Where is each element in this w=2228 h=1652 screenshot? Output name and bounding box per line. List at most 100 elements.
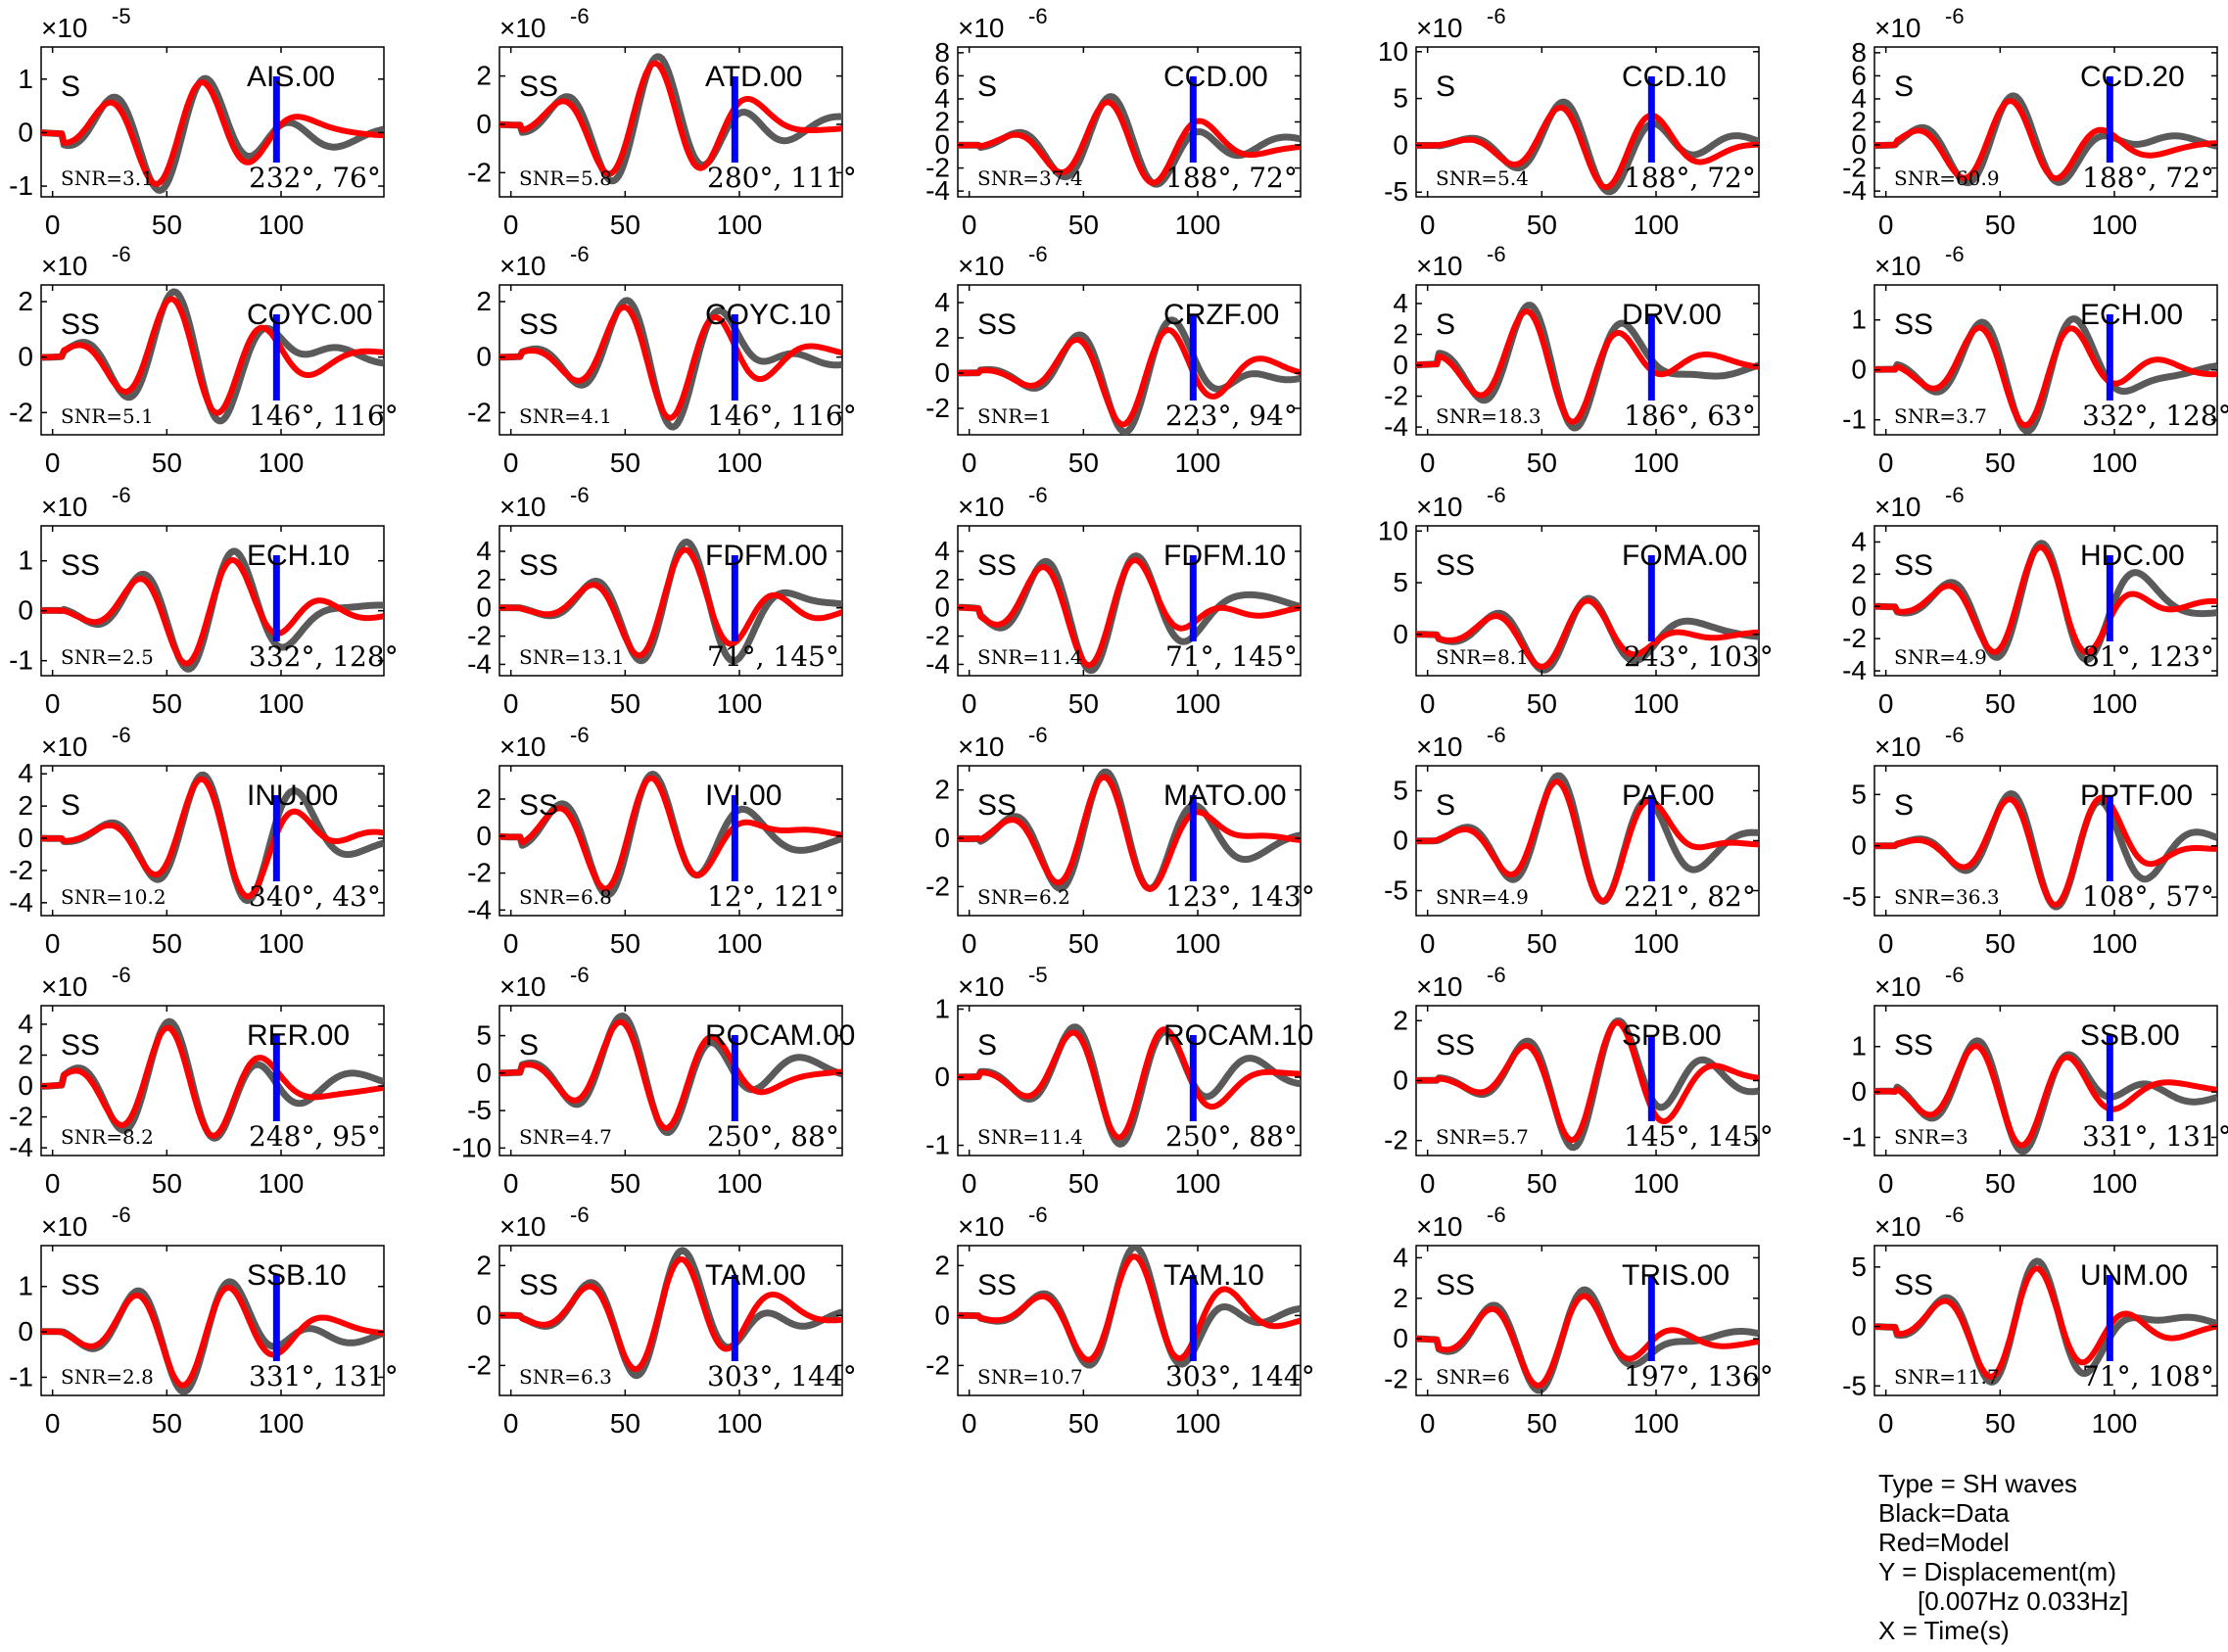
figure-legend: Type = SH waves Black=Data Red=Model Y =… bbox=[1878, 1469, 2128, 1645]
station-label: UNM.00 bbox=[2080, 1259, 2188, 1292]
y-tick-label: 5 bbox=[1851, 1251, 1867, 1282]
subplot-COYC.10: -2 0 2 0 50 100 ×10 -6 SS COYC.10 SNR=4.1 146°, 116… bbox=[467, 242, 857, 478]
y-tick-label: 2 bbox=[1393, 1283, 1408, 1313]
x-tick-label: 50 bbox=[1527, 928, 1557, 959]
y-tick-label: 4 bbox=[1851, 526, 1867, 556]
x-tick-label: 0 bbox=[1878, 1168, 1894, 1199]
y-tick-label: 0 bbox=[1393, 129, 1408, 160]
y-tick-label: 2 bbox=[476, 783, 492, 814]
model-trace bbox=[1416, 779, 1759, 904]
x-tick-label: 50 bbox=[1527, 1408, 1557, 1439]
y-tick-label: 0 bbox=[1393, 1323, 1408, 1353]
station-label: ROCAM.10 bbox=[1163, 1019, 1313, 1052]
y-tick-label: 0 bbox=[1393, 619, 1408, 649]
y-tick-label: 6 bbox=[1851, 60, 1867, 90]
y-tick-label: -2 bbox=[925, 393, 950, 423]
x-tick-label: 50 bbox=[610, 210, 640, 240]
snr-label: SNR=60.9 bbox=[1894, 166, 2000, 190]
x-tick-label: 100 bbox=[717, 688, 763, 719]
y-exponent-power: -6 bbox=[1028, 242, 1048, 266]
y-exponent-label: ×10 bbox=[958, 971, 1005, 1002]
phase-label: SS bbox=[61, 1269, 100, 1301]
y-exponent-label: ×10 bbox=[1874, 13, 1921, 43]
y-tick-label: -2 bbox=[1384, 1363, 1408, 1393]
y-exponent-label: ×10 bbox=[958, 732, 1005, 762]
x-tick-label: 100 bbox=[1175, 448, 1221, 478]
model-trace bbox=[499, 546, 842, 659]
x-tick-label: 100 bbox=[1634, 688, 1680, 719]
y-tick-label: 1 bbox=[1851, 305, 1867, 335]
y-tick-label: 2 bbox=[476, 564, 492, 594]
y-tick-label: 0 bbox=[1851, 354, 1867, 385]
y-tick-label: 2 bbox=[476, 1250, 492, 1280]
snr-label: SNR=4.7 bbox=[519, 1125, 612, 1149]
x-tick-label: 100 bbox=[259, 210, 305, 240]
station-label: COYC.10 bbox=[705, 299, 830, 331]
x-tick-label: 0 bbox=[1420, 1168, 1436, 1199]
y-tick-label: -2 bbox=[925, 871, 950, 901]
y-exponent-power: -6 bbox=[1487, 242, 1506, 266]
y-exponent-label: ×10 bbox=[958, 13, 1005, 43]
y-tick-label: 0 bbox=[18, 823, 33, 853]
y-tick-label: 0 bbox=[18, 1070, 33, 1101]
model-trace bbox=[499, 775, 842, 892]
azimuth-label: 248°, 95° bbox=[249, 1120, 381, 1153]
y-tick-label: -2 bbox=[925, 621, 950, 651]
y-exponent-power: -6 bbox=[1487, 723, 1506, 747]
x-tick-label: 0 bbox=[962, 1408, 977, 1439]
station-label: IVI.00 bbox=[705, 779, 782, 812]
station-label: FOMA.00 bbox=[1622, 540, 1747, 572]
y-tick-label: -2 bbox=[1842, 623, 1867, 653]
x-tick-label: 100 bbox=[259, 448, 305, 478]
station-label: ROCAM.00 bbox=[705, 1019, 855, 1052]
snr-label: SNR=6.3 bbox=[519, 1365, 612, 1389]
x-tick-label: 50 bbox=[1527, 1168, 1557, 1199]
x-tick-label: 50 bbox=[1527, 210, 1557, 240]
x-tick-label: 50 bbox=[152, 928, 182, 959]
phase-label: S bbox=[61, 789, 80, 822]
snr-label: SNR=13.1 bbox=[519, 645, 625, 669]
y-tick-label: 2 bbox=[1851, 107, 1867, 137]
y-tick-label: 0 bbox=[934, 357, 950, 388]
model-trace bbox=[958, 774, 1301, 892]
subplot-ECH.10: -1 0 1 0 50 100 ×10 -6 SS ECH.10 SNR=2.5 332°, 128° bbox=[9, 483, 399, 719]
snr-label: SNR=5.8 bbox=[519, 166, 612, 190]
x-tick-label: 50 bbox=[1985, 928, 2015, 959]
model-trace bbox=[1874, 1265, 2217, 1380]
y-tick-label: 2 bbox=[476, 61, 492, 91]
y-exponent-power: -6 bbox=[1945, 723, 1965, 747]
x-tick-label: 50 bbox=[1068, 688, 1099, 719]
y-exponent-label: ×10 bbox=[958, 251, 1005, 281]
model-trace bbox=[1416, 1019, 1759, 1144]
y-tick-label: 4 bbox=[934, 536, 950, 566]
subplot-AIS.00: -1 0 1 0 50 100 ×10 -5 S AIS.00 SNR=3.1 232°, 76° bbox=[9, 4, 385, 240]
y-tick-label: 2 bbox=[934, 564, 950, 594]
station-label: AIS.00 bbox=[247, 61, 335, 93]
y-exponent-label: ×10 bbox=[1416, 1211, 1463, 1242]
model-trace bbox=[958, 557, 1301, 669]
x-tick-label: 100 bbox=[717, 928, 763, 959]
station-label: CCD.10 bbox=[1622, 61, 1727, 93]
phase-label: SS bbox=[977, 308, 1017, 341]
subplot-TAM.00: -2 0 2 0 50 100 ×10 -6 SS TAM.00 SNR=6.3 303°, 144° bbox=[467, 1203, 857, 1439]
y-tick-label: 4 bbox=[1393, 1242, 1408, 1272]
y-tick-label: 0 bbox=[476, 1299, 492, 1330]
model-trace bbox=[41, 296, 384, 416]
y-tick-label: -1 bbox=[9, 1361, 33, 1392]
y-tick-label: 1 bbox=[934, 993, 950, 1023]
snr-label: SNR=36.3 bbox=[1894, 885, 2000, 909]
snr-label: SNR=4.9 bbox=[1894, 645, 1987, 669]
x-tick-label: 0 bbox=[503, 1168, 519, 1199]
x-tick-label: 100 bbox=[2092, 688, 2138, 719]
y-tick-label: 0 bbox=[476, 109, 492, 139]
y-tick-label: 0 bbox=[476, 1058, 492, 1088]
y-tick-label: 0 bbox=[18, 342, 33, 372]
azimuth-label: 123°, 143° bbox=[1165, 880, 1315, 913]
x-tick-label: 0 bbox=[1420, 448, 1436, 478]
azimuth-label: 232°, 76° bbox=[249, 162, 381, 194]
y-tick-label: -2 bbox=[467, 1349, 492, 1380]
y-tick-label: -2 bbox=[9, 1102, 33, 1132]
x-tick-label: 50 bbox=[152, 1408, 182, 1439]
x-tick-label: 0 bbox=[503, 1408, 519, 1439]
